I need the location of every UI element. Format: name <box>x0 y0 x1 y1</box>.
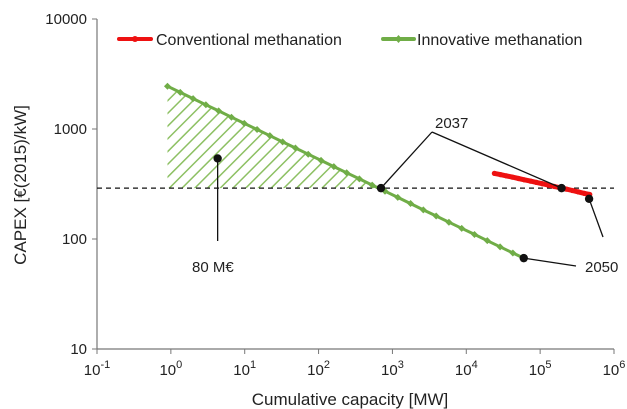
leader-line-2037 <box>431 131 562 189</box>
data-point <box>240 119 248 127</box>
x-tick-label: 105 <box>529 359 552 379</box>
data-point <box>545 182 551 188</box>
data-point <box>407 200 415 208</box>
data-point <box>483 237 491 245</box>
data-point <box>291 144 299 152</box>
data-point <box>279 138 287 146</box>
leader-line-2050 <box>588 198 604 238</box>
x-tick-label: 100 <box>159 359 182 379</box>
leader-line-2050 <box>523 257 577 267</box>
axes: 10-1 100 101 102 103 104 105 106 10 100 1000 10000 <box>45 11 625 379</box>
data-point <box>432 212 440 220</box>
data-point <box>368 181 376 189</box>
legend-label-conventional: Conventional methanation <box>156 32 342 49</box>
data-point <box>355 175 363 183</box>
legend-marker-innovative <box>395 35 402 43</box>
data-point <box>317 156 325 164</box>
data-point <box>527 178 534 184</box>
data-point <box>458 224 466 232</box>
x-tick-label: 106 <box>603 359 626 379</box>
legend: Conventional methanation Innovative meth… <box>117 32 582 49</box>
marker-2037 <box>557 183 566 193</box>
data-point <box>266 132 274 140</box>
data-point <box>253 125 261 133</box>
data-point <box>575 189 581 195</box>
series-conventional <box>491 170 593 198</box>
legend-item-conventional: Conventional methanation <box>117 32 342 49</box>
data-point <box>163 82 171 90</box>
shaded-investment-area <box>167 86 381 189</box>
x-tick-label: 10-1 <box>84 359 110 379</box>
data-point <box>521 177 527 183</box>
legend-item-innovative: Innovative methanation <box>381 32 582 49</box>
leader-line-2037 <box>380 131 433 189</box>
y-tick-label: 1000 <box>54 121 87 138</box>
data-point <box>539 181 545 187</box>
hatched-area <box>167 86 381 189</box>
series-innovative <box>163 82 528 262</box>
marker-2050 <box>584 194 594 203</box>
x-axis-title: Cumulative capacity [MW] <box>252 390 449 409</box>
marker-2050 <box>519 253 528 263</box>
data-point <box>304 150 312 158</box>
annotation-80-meur: 80 M€ <box>192 259 234 276</box>
annotation-2050: 2050 <box>585 259 618 276</box>
data-point <box>202 101 210 109</box>
data-point <box>509 174 515 180</box>
data-point <box>176 88 184 96</box>
data-point <box>491 170 497 176</box>
annotation-2037: 2037 <box>435 115 468 132</box>
legend-marker-conventional <box>132 36 138 42</box>
data-point <box>509 249 517 257</box>
series <box>163 82 593 262</box>
data-point <box>581 190 587 196</box>
x-tick-label: 102 <box>307 359 330 379</box>
data-point <box>496 243 504 251</box>
x-tick-label: 101 <box>233 359 256 379</box>
data-point <box>533 179 540 185</box>
data-point <box>471 230 479 238</box>
y-tick-label: 10 <box>70 341 87 358</box>
data-point <box>445 218 453 226</box>
marker-2037 <box>376 183 386 193</box>
y-tick-label: 100 <box>62 231 87 248</box>
data-point <box>419 206 427 214</box>
annotations: 80 M€ 2037 2050 <box>192 115 618 276</box>
data-point <box>189 95 197 103</box>
legend-label-innovative: Innovative methanation <box>417 32 582 49</box>
data-point <box>515 175 522 182</box>
data-point <box>215 107 223 115</box>
y-tick-label: 10000 <box>45 11 87 28</box>
data-point <box>394 193 402 201</box>
data-point <box>497 171 504 178</box>
data-point <box>227 113 235 121</box>
y-axis-title: CAPEX [€(2015)/kW] <box>11 105 30 265</box>
data-point <box>330 163 338 171</box>
data-point <box>343 169 351 177</box>
data-point <box>503 173 510 179</box>
x-tick-label: 103 <box>381 359 404 379</box>
x-tick-label: 104 <box>455 359 478 379</box>
marker-80 <box>213 154 222 163</box>
data-point <box>569 187 575 194</box>
